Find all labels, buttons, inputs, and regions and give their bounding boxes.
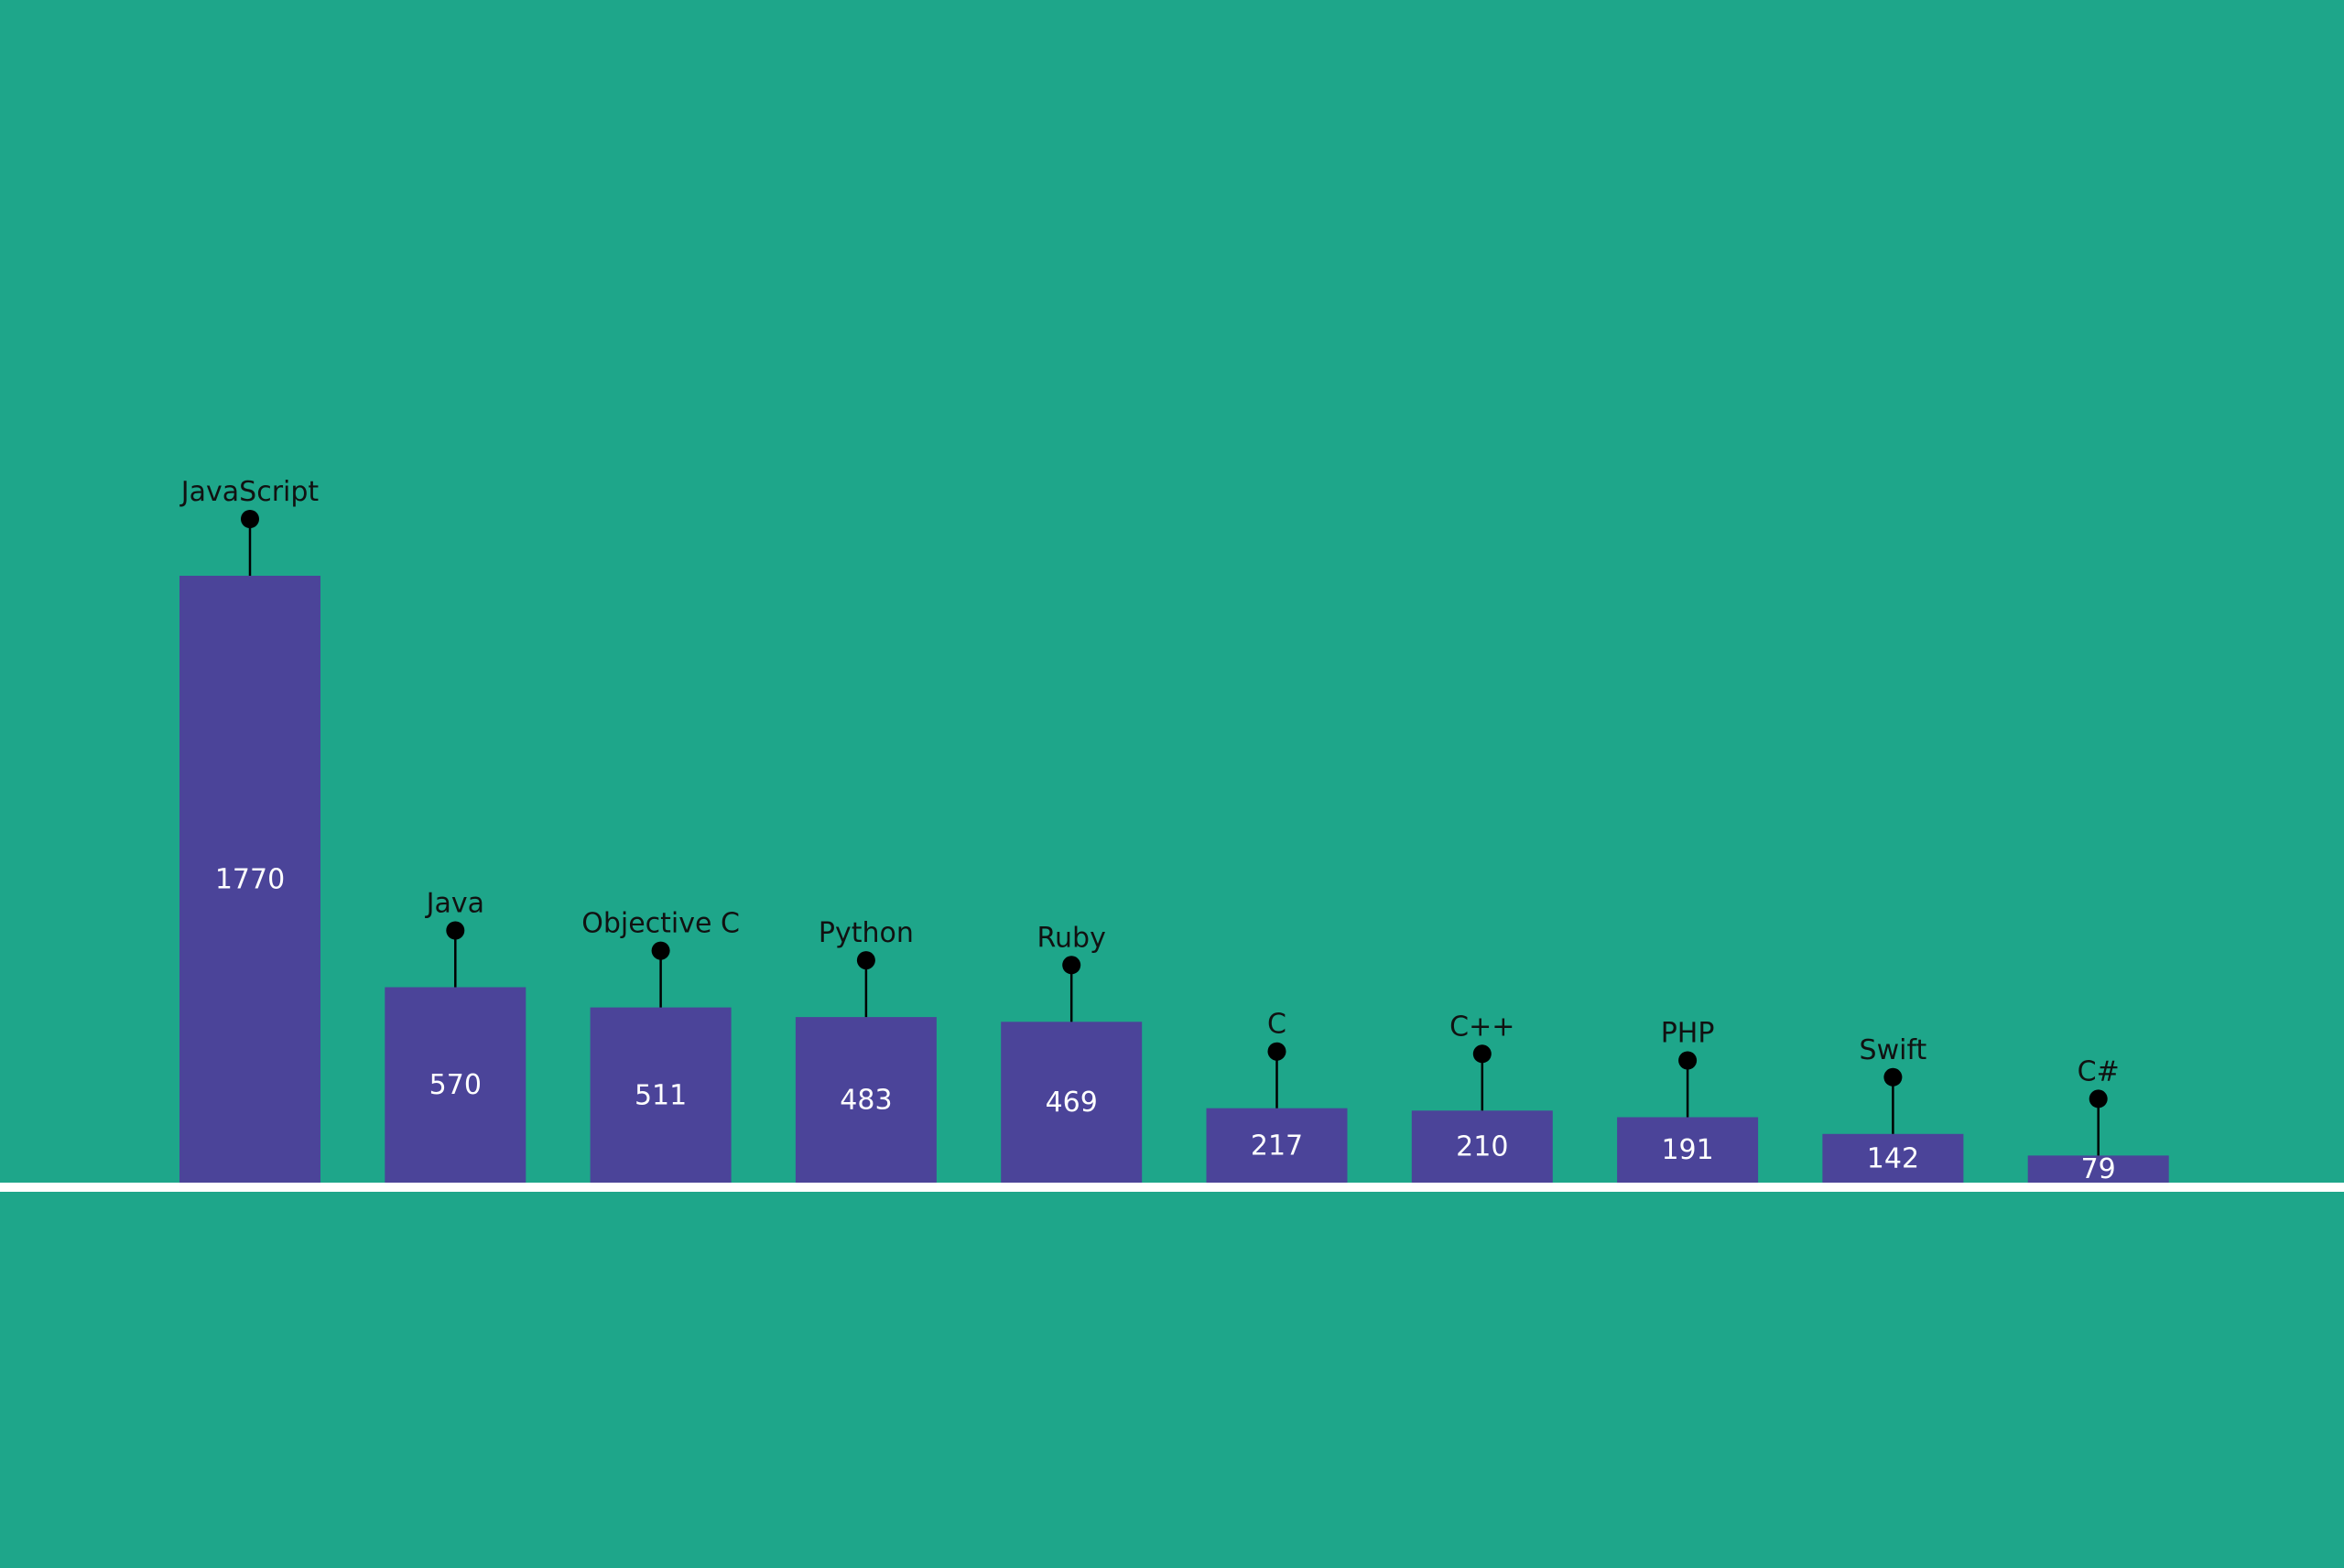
bar-java [385, 987, 526, 1183]
bar-group-csharp: 79 C# [2027, 1055, 2169, 1185]
bar-group-python: 483 Python [795, 917, 937, 1183]
bar-group-c: 217 C [1206, 1009, 1348, 1183]
pin-dot-java [446, 921, 465, 940]
value-label-c: 217 [1251, 1130, 1303, 1162]
bar-python [795, 1017, 937, 1183]
category-label-cplusplus: C++ [1449, 1011, 1514, 1043]
pin-dot-csharp [2089, 1089, 2108, 1108]
category-label-python: Python [819, 917, 914, 949]
bar-group-cplusplus: 210 C++ [1411, 1011, 1553, 1183]
category-label-swift: Swift [1860, 1034, 1927, 1066]
value-label-javascript: 1770 [215, 864, 285, 896]
bar-group-php: 191 PHP [1617, 1018, 1759, 1183]
value-label-java: 570 [429, 1069, 482, 1101]
bar-group-java: 570 Java [385, 888, 526, 1183]
pin-dot-objective-c [651, 941, 670, 960]
bar-group-objective-c: 511 Objective C [581, 908, 740, 1183]
pin-dot-c [1267, 1042, 1286, 1061]
bar-javascript [179, 576, 320, 1183]
value-label-objective-c: 511 [635, 1079, 687, 1111]
bar-cplusplus [1411, 1110, 1553, 1183]
bar-c [1206, 1108, 1348, 1183]
pin-dot-ruby [1062, 956, 1081, 975]
bar-group-swift: 142 Swift [1822, 1034, 1964, 1183]
category-label-ruby: Ruby [1037, 922, 1106, 954]
pin-dot-swift [1883, 1067, 1903, 1087]
value-label-csharp: 79 [2081, 1153, 2116, 1185]
category-label-javascript: JavaScript [179, 476, 320, 508]
bar-group-javascript: 1770 JavaScript [179, 476, 320, 1183]
category-label-php: PHP [1661, 1018, 1715, 1050]
value-label-python: 483 [840, 1085, 892, 1117]
category-label-c: C [1267, 1009, 1286, 1041]
category-label-objective-c: Objective C [581, 908, 740, 940]
bar-swift [1822, 1133, 1964, 1183]
pin-dot-cplusplus [1472, 1044, 1492, 1064]
bars-layer: 1770 JavaScript 570 Java 511 Objective C 483 Py… [179, 476, 2169, 1185]
bar-group-ruby: 469 Ruby [1001, 922, 1143, 1183]
bar-ruby [1001, 1022, 1143, 1183]
bar-objective-c [590, 1007, 732, 1183]
value-label-swift: 142 [1867, 1142, 1919, 1174]
category-label-csharp: C# [2078, 1055, 2120, 1087]
x-axis-baseline [0, 1183, 2344, 1192]
category-label-java: Java [425, 888, 484, 920]
bar-csharp [2027, 1155, 2169, 1183]
value-label-ruby: 469 [1046, 1087, 1098, 1119]
bar-php [1617, 1117, 1759, 1183]
value-label-php: 191 [1661, 1134, 1713, 1166]
value-label-cplusplus: 210 [1456, 1131, 1508, 1163]
pin-dot-python [856, 951, 875, 970]
pin-dot-javascript [241, 510, 259, 528]
pin-dot-php [1678, 1051, 1698, 1070]
